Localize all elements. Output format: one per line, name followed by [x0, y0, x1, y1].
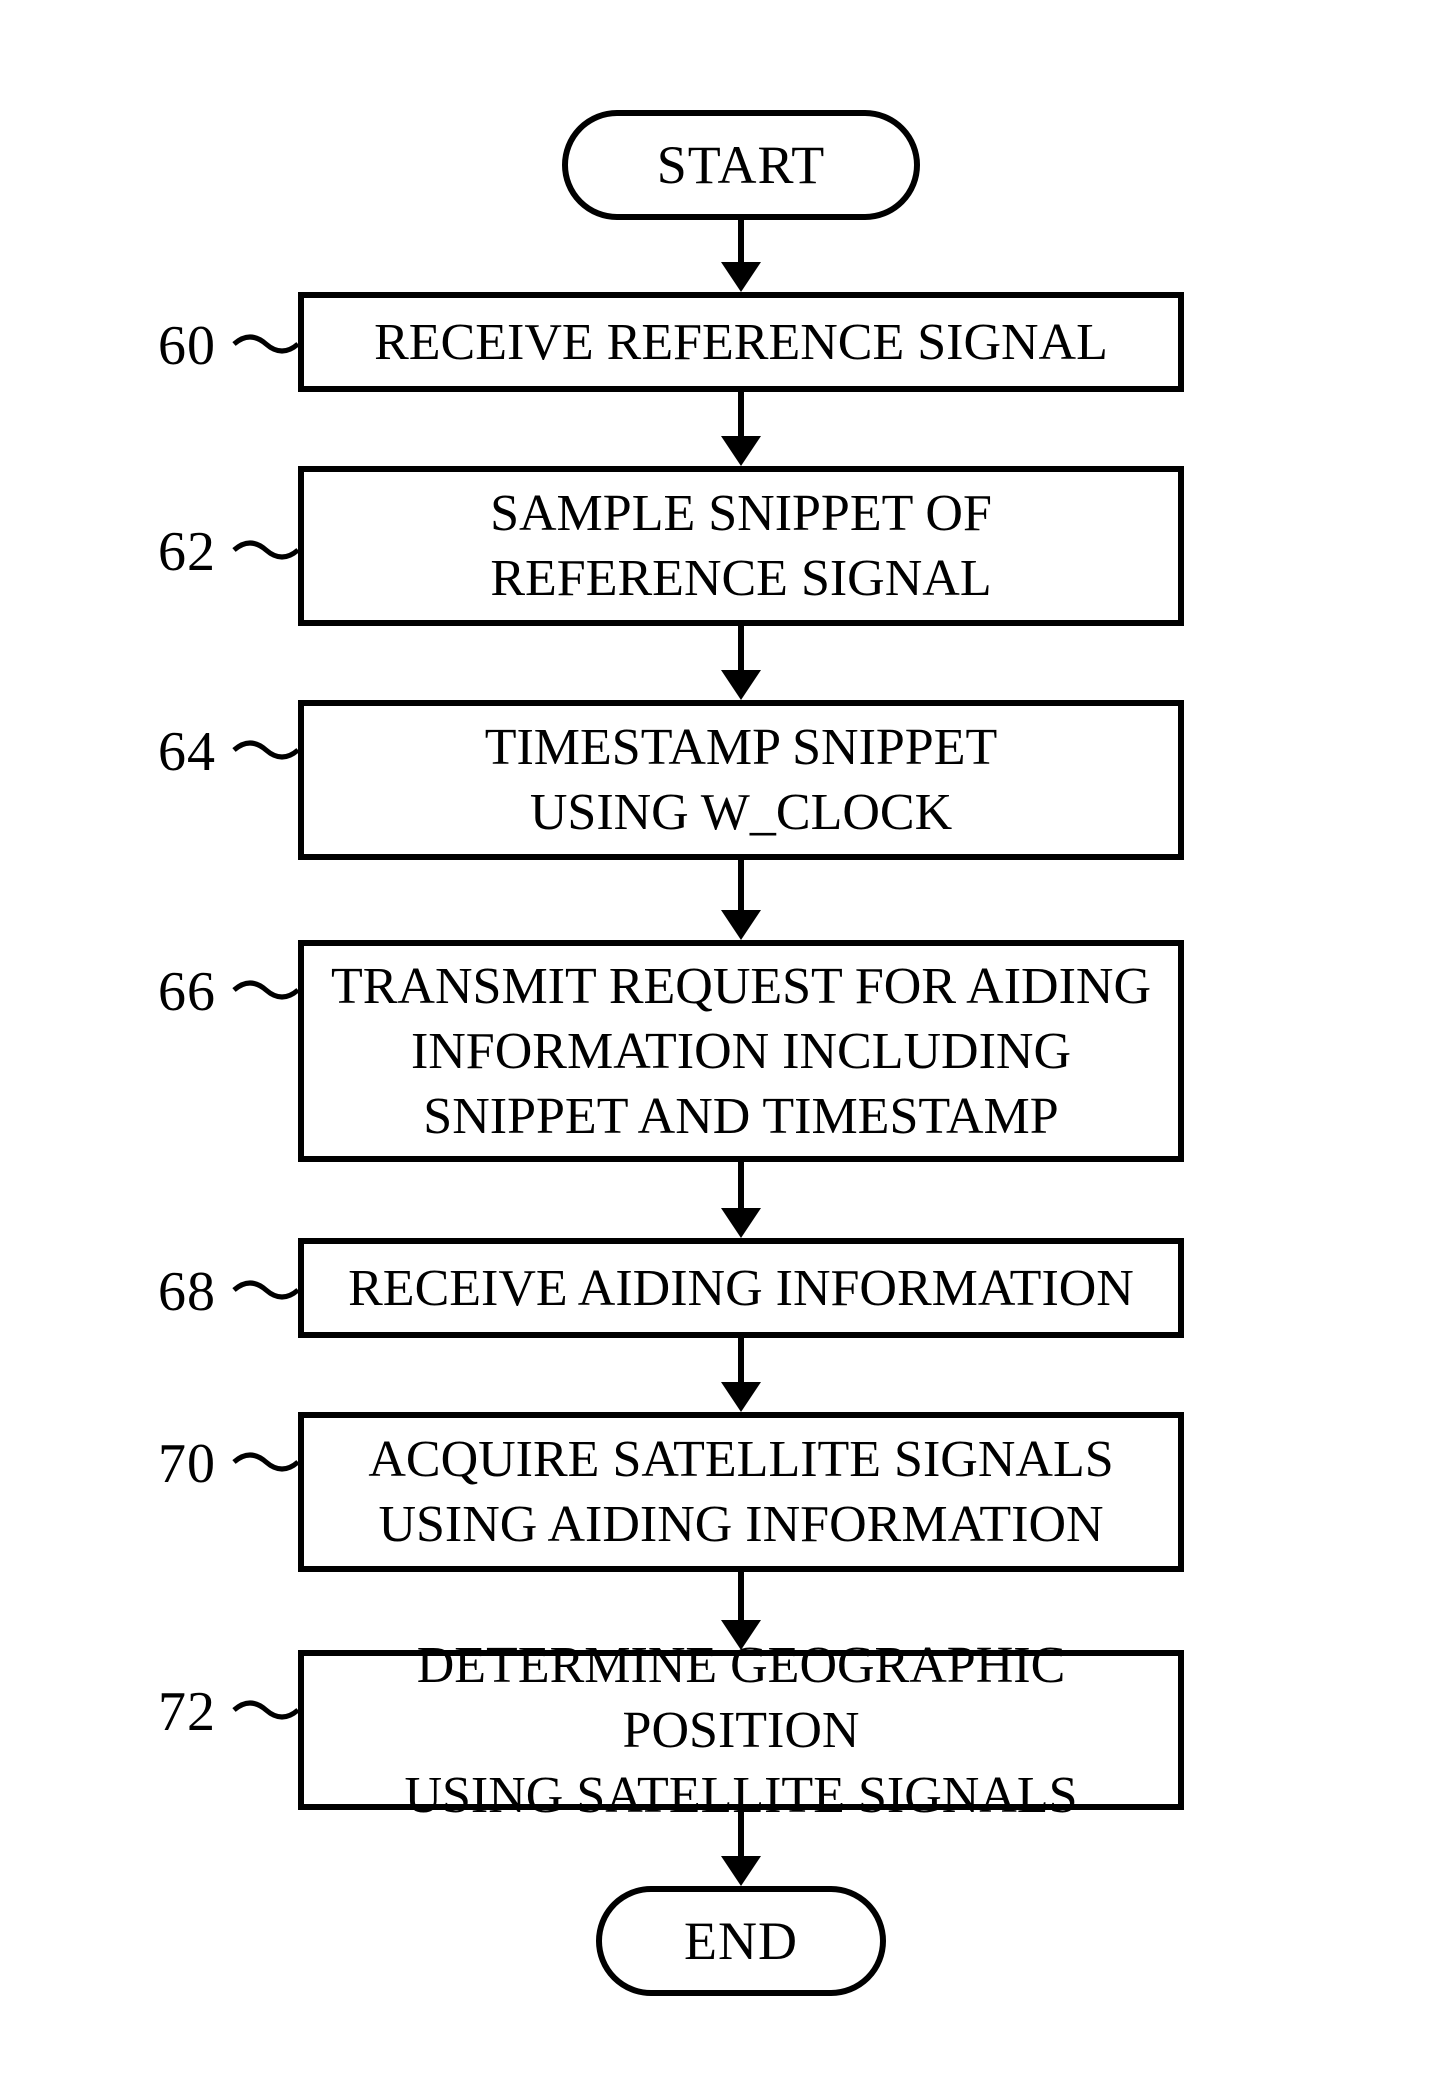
end-terminal: END	[596, 1886, 886, 1996]
process-step-64: TIMESTAMP SNIPPETUSING W_CLOCK	[298, 700, 1184, 860]
flowchart-canvas: START RECEIVE REFERENCE SIGNAL SAMPLE SN…	[0, 0, 1453, 2083]
start-label: START	[657, 134, 825, 196]
ref-label-70: 70	[158, 1432, 216, 1496]
process-step-60: RECEIVE REFERENCE SIGNAL	[298, 292, 1184, 392]
process-step-62-text: SAMPLE SNIPPET OFREFERENCE SIGNAL	[490, 481, 992, 611]
process-step-72: DETERMINE GEOGRAPHIC POSITIONUSING SATEL…	[298, 1650, 1184, 1810]
ref-label-60: 60	[158, 314, 216, 378]
process-step-68-text: RECEIVE AIDING INFORMATION	[348, 1256, 1134, 1321]
end-label: END	[684, 1910, 798, 1972]
start-terminal: START	[562, 110, 920, 220]
process-step-70: ACQUIRE SATELLITE SIGNALSUSING AIDING IN…	[298, 1412, 1184, 1572]
process-step-62: SAMPLE SNIPPET OFREFERENCE SIGNAL	[298, 466, 1184, 626]
process-step-68: RECEIVE AIDING INFORMATION	[298, 1238, 1184, 1338]
ref-label-66: 66	[158, 960, 216, 1024]
process-step-66-text: TRANSMIT REQUEST FOR AIDINGINFORMATION I…	[331, 954, 1151, 1149]
process-step-72-text: DETERMINE GEOGRAPHIC POSITIONUSING SATEL…	[324, 1633, 1158, 1828]
ref-label-64: 64	[158, 720, 216, 784]
process-step-60-text: RECEIVE REFERENCE SIGNAL	[374, 310, 1108, 375]
process-step-64-text: TIMESTAMP SNIPPETUSING W_CLOCK	[485, 715, 998, 845]
ref-label-72: 72	[158, 1680, 216, 1744]
ref-label-68: 68	[158, 1260, 216, 1324]
process-step-70-text: ACQUIRE SATELLITE SIGNALSUSING AIDING IN…	[368, 1427, 1113, 1557]
process-step-66: TRANSMIT REQUEST FOR AIDINGINFORMATION I…	[298, 940, 1184, 1162]
ref-label-62: 62	[158, 520, 216, 584]
